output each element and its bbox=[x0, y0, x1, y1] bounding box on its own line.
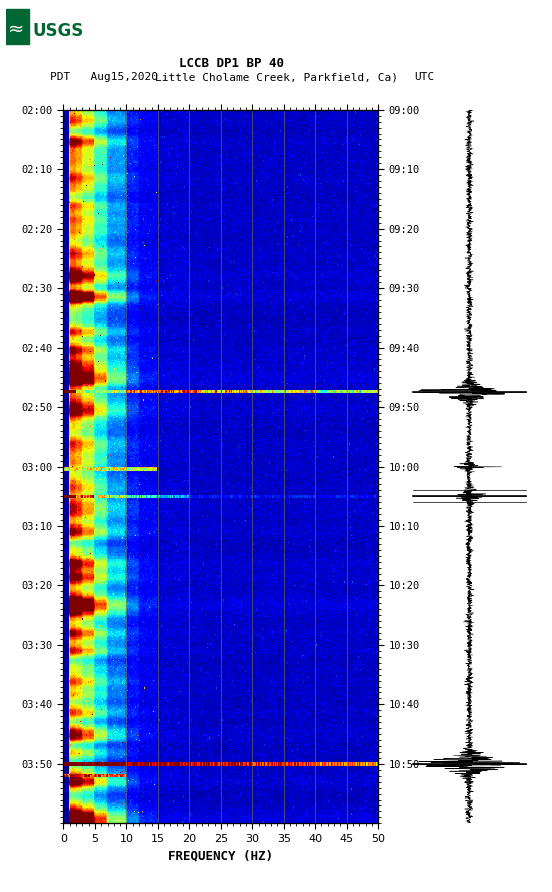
Text: USGS: USGS bbox=[33, 22, 84, 40]
Text: ≈: ≈ bbox=[8, 20, 24, 38]
Text: UTC: UTC bbox=[414, 72, 434, 82]
X-axis label: FREQUENCY (HZ): FREQUENCY (HZ) bbox=[168, 849, 273, 863]
Text: LCCB DP1 BP 40: LCCB DP1 BP 40 bbox=[179, 56, 284, 70]
Text: Little Cholame Creek, Parkfield, Ca): Little Cholame Creek, Parkfield, Ca) bbox=[155, 72, 397, 82]
Bar bbox=[6, 9, 29, 44]
Text: PDT   Aug15,2020: PDT Aug15,2020 bbox=[50, 72, 158, 82]
